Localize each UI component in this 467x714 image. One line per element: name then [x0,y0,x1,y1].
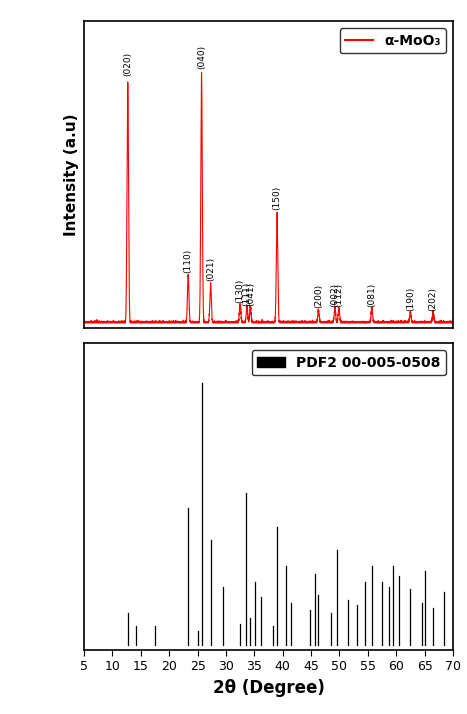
Legend: PDF2 00-005-0508: PDF2 00-005-0508 [252,350,446,376]
Text: (021): (021) [206,256,215,281]
Text: (110): (110) [184,248,193,273]
X-axis label: 2θ (Degree): 2θ (Degree) [212,679,325,697]
Text: (040): (040) [197,44,206,69]
Text: (020): (020) [123,52,132,76]
Text: (081): (081) [368,283,376,307]
Text: (002): (002) [331,283,340,307]
Text: (202): (202) [429,287,438,311]
Text: (130): (130) [236,278,245,303]
Text: (041): (041) [246,281,255,306]
Text: (111): (111) [242,281,251,306]
Text: (112): (112) [334,283,343,307]
Text: (150): (150) [273,186,282,210]
Text: (190): (190) [406,286,415,311]
Text: (200): (200) [314,284,323,308]
Legend: α-MoO₃: α-MoO₃ [340,29,446,54]
Y-axis label: Intensity (a.u): Intensity (a.u) [64,114,78,236]
